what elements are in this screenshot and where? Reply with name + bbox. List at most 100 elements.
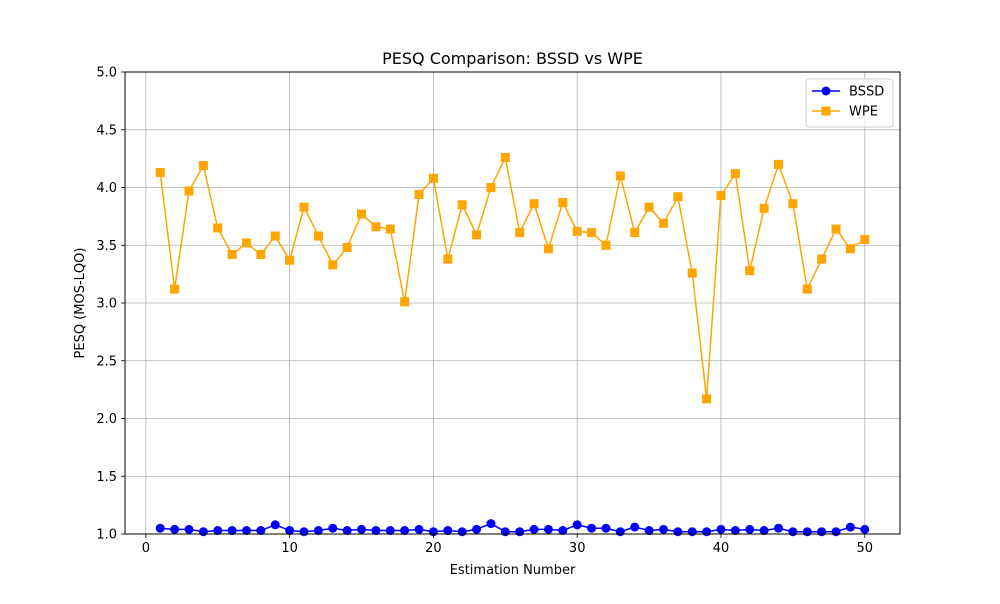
wpe-point [630,228,640,238]
bssd-point [658,524,668,534]
bssd-point [385,526,395,536]
wpe-point [285,255,295,265]
wpe-point [702,394,712,404]
bssd-point [486,519,496,529]
x-tick-label: 20 [425,541,442,556]
bssd-point [673,527,683,537]
bssd-point [270,520,280,530]
bssd-point [687,527,697,537]
x-tick-label: 30 [569,541,586,556]
wpe-point [774,159,784,169]
bssd-point [630,522,640,532]
wpe-point [155,167,165,177]
wpe-point [615,171,625,181]
wpe-point [515,228,525,238]
bssd-point [357,524,367,534]
wpe-point [716,191,726,201]
wpe-point [558,198,568,208]
bssd-point [788,527,798,537]
wpe-point [270,231,280,241]
wpe-point [371,222,381,232]
bssd-point [170,524,180,534]
wpe-point [601,240,611,250]
wpe-point [184,186,194,196]
wpe-point [198,161,208,171]
bssd-point [716,524,726,534]
y-tick-label: 1.5 [96,470,117,485]
wpe-point [241,238,251,248]
wpe-point [472,230,482,240]
y-tick-label: 3.5 [96,239,117,254]
bssd-point [860,524,870,534]
wpe-point [385,224,395,234]
wpe-point [170,284,180,294]
y-tick-label: 2.5 [96,354,117,369]
bssd-point [745,524,755,534]
bssd-point [817,527,827,537]
wpe-point [443,254,453,264]
wpe-point [802,284,812,294]
wpe-point [572,226,582,236]
wpe-point [845,244,855,254]
x-axis-label: Estimation Number [450,563,576,578]
wpe-point [457,200,467,210]
bssd-point [342,526,352,536]
wpe-point [227,249,237,259]
wpe-point [313,231,323,241]
wpe-point [860,234,870,244]
bssd-point [443,526,453,536]
bssd-point [529,524,539,534]
bssd-point [730,526,740,536]
bssd-point [371,526,381,536]
bssd-point [802,527,812,537]
wpe-point [428,173,438,183]
bssd-point [515,527,525,537]
bssd-point [587,523,597,533]
bssd-point [256,526,266,536]
wpe-point [745,266,755,276]
wpe-point [328,260,338,270]
y-tick-label: 4.5 [96,123,117,138]
bssd-point [227,526,237,536]
wpe-point [587,228,597,238]
chart-title: PESQ Comparison: BSSD vs WPE [382,49,643,68]
wpe-point [831,224,841,234]
legend-swatch-marker [821,86,831,96]
bssd-point [198,527,208,537]
wpe-point [730,169,740,179]
bssd-point [472,524,482,534]
bssd-point [615,527,625,537]
wpe-point [817,254,827,264]
wpe-point [299,202,309,212]
y-tick-label: 1.0 [96,528,117,543]
wpe-point [529,199,539,209]
wpe-point [658,218,668,228]
wpe-point [213,223,223,233]
legend: BSSD WPE [805,78,894,128]
wpe-point [500,152,510,162]
bssd-point [313,526,323,536]
legend-label: BSSD [849,85,884,100]
wpe-point [256,249,266,259]
bssd-point [644,526,654,536]
axis-ticks: 0 10 20 30 40 50 1.0 1.5 2.0 2.5 3.0 3.5 4.0 4.5 5.0 [96,66,873,557]
wpe-point [673,192,683,202]
legend-label: WPE [849,105,878,120]
bssd-point [831,527,841,537]
bssd-point [543,524,553,534]
bssd-point [702,527,712,537]
y-tick-label: 5.0 [96,66,117,81]
bssd-point [299,527,309,537]
wpe-point [486,183,496,192]
bssd-point [845,522,855,532]
bssd-point [241,526,251,536]
bssd-point [184,524,194,534]
y-tick-label: 2.0 [96,412,117,427]
bssd-point [558,526,568,536]
bssd-point [774,523,784,533]
bssd-point [759,526,769,536]
bssd-point [328,523,338,533]
wpe-point [342,243,352,253]
